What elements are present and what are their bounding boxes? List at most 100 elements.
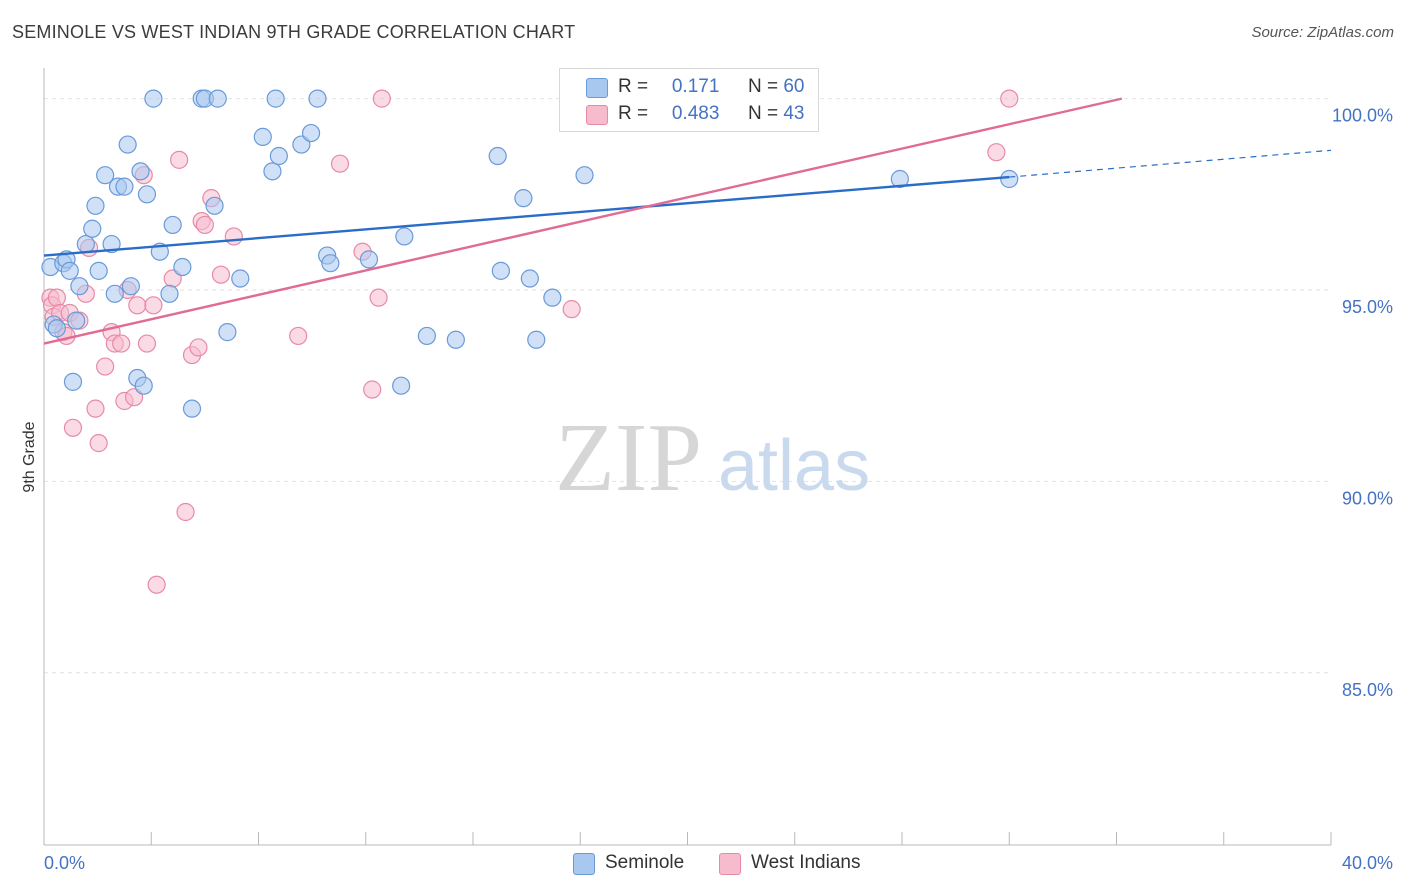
west-indian-n-label: N = (747, 103, 779, 124)
seminole-point (86, 196, 105, 215)
west-indian-trend-line (43, 97, 1123, 345)
seminole-point (182, 399, 202, 418)
west-indian-point (47, 288, 66, 307)
seminole-point (417, 326, 436, 346)
legend-west-indian-text: R = 0.483 N = 43 (618, 103, 804, 125)
west-indian-n-value: 43 (783, 103, 805, 124)
watermark-zip: ZIP (555, 404, 702, 512)
seminole-point (208, 89, 227, 108)
seminole-point (83, 219, 102, 238)
west-indian-point (144, 296, 163, 315)
west-indian-point (128, 296, 147, 315)
seminole-point (263, 162, 282, 181)
stats-legend: R = 0.171 N = 60 R = 0.483 N = 43 (559, 68, 819, 132)
seminole-point (137, 185, 157, 204)
seminole-trend-line (43, 175, 1010, 257)
seminole-point (253, 127, 272, 146)
y-tick-label: 95.0% (1342, 297, 1393, 317)
seminole-swatch (586, 78, 608, 98)
west-indian-point (195, 215, 214, 235)
seminole-point (63, 372, 83, 391)
seminole-point (131, 162, 150, 181)
seminole-point (269, 146, 288, 166)
seminole-point (543, 288, 562, 307)
west-indian-point (211, 265, 231, 284)
west-indian-point (112, 334, 131, 353)
x-tick-label-max: 40.0% (1342, 853, 1393, 873)
seminole-points (41, 89, 1019, 418)
west-indian-point (189, 338, 208, 357)
seminole-point (60, 261, 79, 280)
west-indian-point (1000, 89, 1019, 108)
west-indian-point (372, 89, 391, 108)
seminole-point (890, 169, 909, 189)
legend-seminole-text: R = 0.171 N = 60 (618, 76, 804, 98)
west-indian-point (89, 434, 108, 453)
seminole-point (118, 135, 137, 154)
y-tick-label: 85.0% (1342, 680, 1393, 700)
west-indian-point (86, 399, 105, 418)
seminole-point (70, 277, 89, 296)
seminole-n-label: N = (747, 76, 779, 97)
y-tick-label: 90.0% (1342, 488, 1393, 508)
west-indian-point (363, 380, 382, 399)
x-ticks (43, 832, 1332, 845)
seminole-point (121, 277, 140, 296)
seminole-point (144, 89, 163, 108)
seminole-r-value: 0.171 (671, 76, 720, 97)
west-indian-point (330, 154, 350, 173)
zipatlas-watermark: ZIP atlas (555, 404, 870, 512)
west-indian-point (289, 326, 308, 346)
west-indian-point (562, 300, 581, 319)
west-indian-swatch (586, 105, 608, 125)
seminole-point (446, 330, 465, 349)
west-indian-point (987, 143, 1006, 162)
seminole-point (491, 261, 510, 280)
seminole-point (102, 234, 121, 254)
y-tick-labels: 85.0% 90.0% 95.0% 100.0% (1332, 106, 1393, 700)
watermark-atlas: atlas (718, 426, 870, 506)
seminole-point (205, 196, 224, 215)
y-axis-label: 9th Grade (21, 421, 38, 492)
west-indian-point (170, 150, 189, 169)
seminole-point (1000, 169, 1019, 189)
bottom-west-indian-label: West Indians (751, 852, 861, 873)
seminole-point (67, 311, 86, 330)
seminole-point (266, 89, 285, 108)
seminole-point (173, 257, 192, 277)
chart-title: SEMINOLE VS WEST INDIAN 9TH GRADE CORREL… (12, 22, 576, 42)
west-indian-r-value: 0.483 (671, 103, 720, 124)
seminole-point (105, 284, 124, 303)
seminole-point (134, 376, 153, 395)
seminole-point (163, 215, 182, 235)
seminole-point (488, 146, 507, 166)
west-indian-point (224, 227, 243, 246)
seminole-point (76, 234, 95, 254)
seminole-point (575, 166, 594, 185)
seminole-point (392, 376, 411, 395)
seminole-point (231, 269, 250, 288)
seminole-point (47, 319, 66, 338)
source-label: Source: ZipAtlas.com (1251, 24, 1394, 41)
seminole-point (527, 330, 546, 349)
seminole-point (514, 189, 533, 208)
west-indian-point (96, 357, 115, 376)
seminole-point (308, 89, 327, 108)
west-indian-point (147, 575, 166, 594)
seminole-point (115, 177, 134, 196)
seminole-point (321, 254, 340, 273)
seminole-n-value: 60 (783, 76, 805, 97)
seminole-trend-extension (1009, 149, 1332, 178)
seminole-point (395, 227, 414, 246)
y-tick-label: 100.0% (1332, 106, 1393, 126)
west-indian-point (176, 502, 195, 522)
x-tick-label-min: 0.0% (44, 853, 85, 873)
trend-lines (43, 97, 1332, 345)
seminole-point (160, 284, 179, 303)
seminole-point (359, 250, 379, 269)
seminole-point (301, 123, 321, 143)
seminole-point (520, 269, 539, 288)
grid-lines (44, 98, 1331, 674)
west-indian-point (137, 334, 157, 353)
